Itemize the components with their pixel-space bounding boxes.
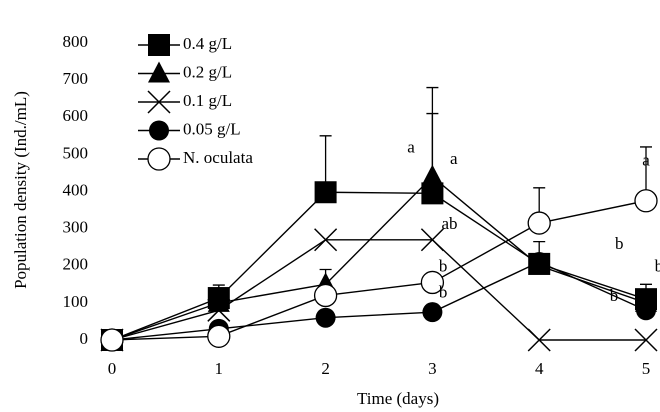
annotation: ab	[441, 214, 457, 233]
legend-label: 0.1 g/L	[183, 91, 232, 110]
data-point	[636, 300, 656, 321]
annotation: b	[439, 257, 448, 276]
legend-label: N. oculata	[183, 148, 253, 167]
data-point	[313, 283, 338, 308]
data-point	[422, 302, 443, 323]
x-tick-label: 4	[535, 359, 544, 378]
series-line	[111, 175, 647, 341]
data-point	[420, 270, 445, 295]
legend-marker	[149, 120, 169, 141]
data-point	[527, 211, 551, 235]
data-point	[634, 328, 658, 352]
legend-label: 0.4 g/L	[183, 34, 232, 53]
data-point	[314, 228, 338, 252]
y-tick-label: 800	[63, 32, 89, 51]
data-point	[100, 328, 124, 352]
error-bar	[426, 86, 439, 177]
annotation: a	[642, 151, 650, 170]
annotation: b	[615, 234, 624, 253]
data-point	[421, 182, 444, 205]
data-point	[207, 324, 231, 348]
data-point	[314, 181, 337, 204]
x-axis-title: Time (days)	[357, 389, 439, 408]
data-point	[421, 164, 444, 186]
annotation: b	[439, 283, 448, 302]
legend-label: 0.05 g/L	[183, 119, 241, 138]
data-point	[529, 252, 550, 273]
legend-marker	[148, 34, 170, 56]
x-tick-label: 3	[428, 359, 437, 378]
series-line	[111, 261, 647, 341]
y-tick-label: 200	[63, 255, 89, 274]
annotation: a	[407, 138, 415, 157]
annotation: b	[610, 286, 619, 305]
data-point	[207, 290, 230, 312]
x-tick-label: 2	[321, 359, 330, 378]
data-point	[634, 189, 658, 213]
legend-marker	[148, 61, 170, 83]
y-tick-label: 700	[63, 69, 89, 88]
y-tick-label: 400	[63, 180, 89, 199]
x-tick-label: 0	[108, 359, 117, 378]
legend-label: 0.2 g/L	[183, 62, 232, 81]
y-tick-label: 500	[63, 143, 89, 162]
data-point	[207, 298, 231, 322]
annotation: a	[450, 149, 458, 168]
legend-marker	[147, 90, 171, 114]
y-tick-label: 0	[80, 329, 89, 348]
x-tick-label: 5	[642, 359, 651, 378]
y-tick-label: 300	[63, 218, 89, 237]
y-axis-title: Population density (Ind./mL)	[11, 91, 30, 289]
x-tick-label: 1	[215, 359, 224, 378]
annotation: b	[655, 257, 660, 276]
series-line	[111, 239, 646, 341]
series-line	[111, 200, 647, 341]
y-tick-label: 100	[63, 292, 89, 311]
data-point	[527, 328, 551, 352]
data-point	[315, 307, 336, 328]
y-tick-label: 600	[63, 106, 89, 125]
legend-marker	[147, 147, 171, 171]
data-point	[420, 228, 444, 252]
